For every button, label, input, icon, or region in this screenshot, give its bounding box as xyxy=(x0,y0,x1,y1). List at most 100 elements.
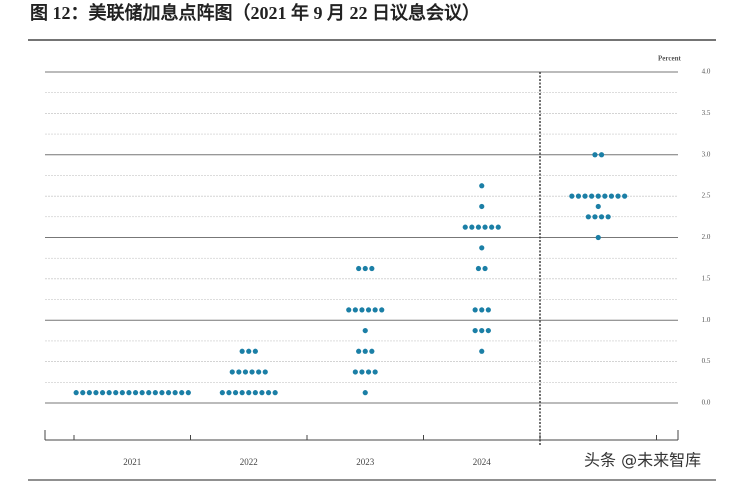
y-tick-label: 0.5 xyxy=(702,357,711,365)
dot xyxy=(575,193,582,199)
dot xyxy=(472,307,478,313)
y-axis-label: Percent xyxy=(658,55,681,63)
y-tick-label: 2.0 xyxy=(702,233,711,241)
dot xyxy=(93,390,99,396)
x-tick-label: 2021 xyxy=(123,457,141,467)
dot xyxy=(242,369,249,375)
dot xyxy=(359,307,365,313)
dot xyxy=(479,245,485,251)
dot xyxy=(592,152,598,158)
y-tick-label: 1.0 xyxy=(702,316,711,324)
dot xyxy=(379,307,385,313)
dot xyxy=(598,214,605,220)
dot xyxy=(249,369,255,375)
dot xyxy=(119,390,125,396)
watermark: 头条 @未来智库 xyxy=(584,451,701,470)
dot xyxy=(265,390,272,396)
dot xyxy=(152,390,158,396)
dot xyxy=(179,390,185,396)
dot xyxy=(272,390,278,396)
dot xyxy=(589,193,595,199)
y-tick-label: 3.0 xyxy=(702,150,711,158)
dot xyxy=(159,390,165,396)
dot xyxy=(472,327,478,334)
dot xyxy=(462,224,468,230)
y-tick-label: 0.0 xyxy=(702,399,711,407)
dot xyxy=(256,369,262,375)
dot xyxy=(592,214,598,220)
dot xyxy=(482,265,488,272)
dot xyxy=(602,193,608,199)
dot xyxy=(252,348,258,354)
dot xyxy=(362,265,368,272)
dot xyxy=(479,203,485,210)
y-tick-label: 2.5 xyxy=(702,192,711,200)
dot xyxy=(369,348,375,354)
dot xyxy=(359,369,365,375)
dot xyxy=(475,265,482,272)
dot xyxy=(246,348,252,354)
dot xyxy=(356,265,362,272)
dot xyxy=(362,390,368,396)
x-tick-label: 2022 xyxy=(240,457,258,467)
dot xyxy=(595,203,601,210)
dot xyxy=(356,348,362,354)
dot xyxy=(479,307,485,313)
x-tick-label: 2023 xyxy=(356,457,375,467)
dot xyxy=(479,348,485,354)
dot xyxy=(229,369,235,375)
dot xyxy=(73,390,79,396)
dot xyxy=(582,193,588,199)
dot xyxy=(485,327,491,334)
dot xyxy=(469,224,475,230)
dot xyxy=(259,390,265,396)
dot xyxy=(489,224,495,230)
dot xyxy=(365,369,372,375)
dot xyxy=(362,348,368,354)
y-tick-label: 1.5 xyxy=(702,274,711,282)
dot xyxy=(598,152,605,158)
dot xyxy=(226,390,232,396)
figure-title: 图 12：美联储加息点阵图（2021 年 9 月 22 日议息会议） xyxy=(30,2,480,23)
dot xyxy=(146,390,152,396)
dot xyxy=(365,307,372,313)
dot xyxy=(595,193,601,199)
dot xyxy=(605,214,611,220)
dot xyxy=(372,369,378,375)
dot xyxy=(372,307,378,313)
dot xyxy=(172,390,178,396)
dot xyxy=(246,390,252,396)
dot xyxy=(362,327,368,334)
dot xyxy=(252,390,258,396)
dot xyxy=(622,193,628,199)
dot xyxy=(80,390,86,396)
dot xyxy=(132,390,139,396)
dot xyxy=(595,234,601,241)
dot xyxy=(165,390,172,396)
dot xyxy=(346,307,352,313)
dot xyxy=(482,224,488,230)
dot xyxy=(239,348,245,354)
dot xyxy=(569,193,575,199)
dot xyxy=(106,390,112,396)
dot xyxy=(99,390,106,396)
dot xyxy=(236,369,242,375)
dot xyxy=(495,224,501,230)
dot xyxy=(475,224,482,230)
dot xyxy=(608,193,615,199)
dot xyxy=(139,390,145,396)
dot xyxy=(86,390,92,396)
dot xyxy=(239,390,245,396)
dot xyxy=(232,390,239,396)
dot xyxy=(352,369,358,375)
dot xyxy=(219,390,225,396)
x-tick-label: 2024 xyxy=(473,457,492,467)
dot xyxy=(615,193,621,199)
dot xyxy=(369,265,375,272)
dot xyxy=(485,307,491,313)
dot xyxy=(585,214,591,220)
dot xyxy=(479,183,485,189)
dot xyxy=(352,307,358,313)
y-tick-label: 4.0 xyxy=(702,68,711,76)
